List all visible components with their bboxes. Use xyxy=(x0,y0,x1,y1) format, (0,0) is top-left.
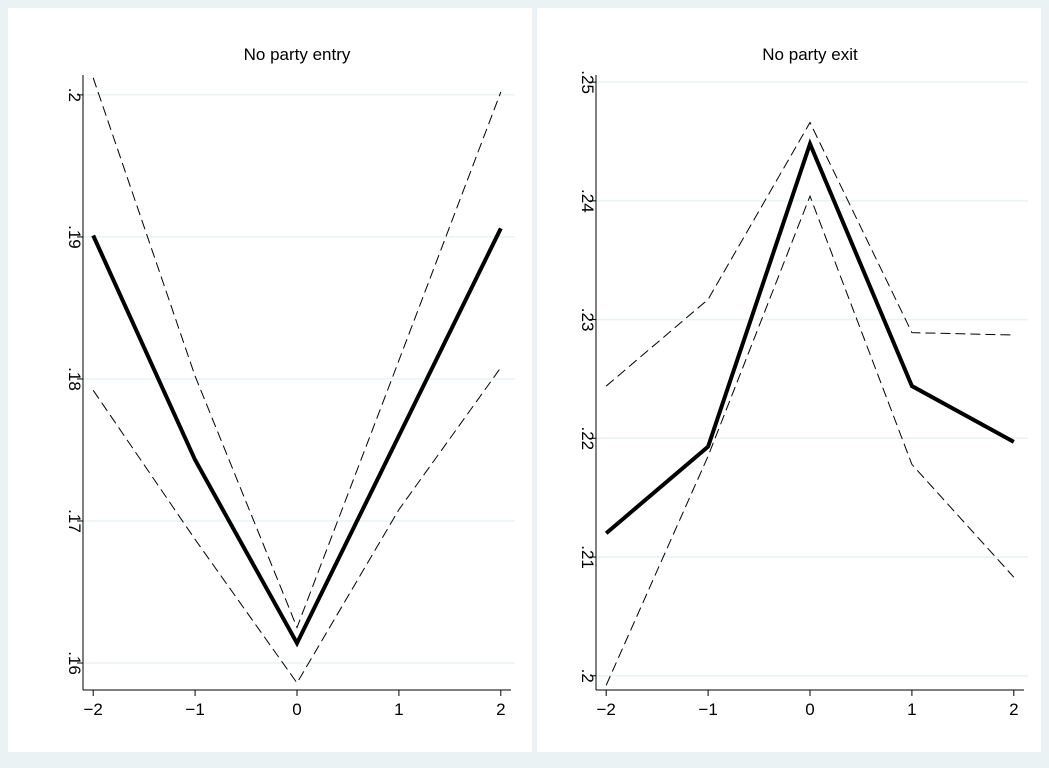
series-line xyxy=(92,367,502,684)
y-tick-label: .22 xyxy=(578,426,597,450)
x-tick-label: 0 xyxy=(292,700,301,719)
x-tick-label: −1 xyxy=(698,700,717,719)
x-tick-label: 2 xyxy=(1009,700,1018,719)
y-tick-label: .24 xyxy=(578,189,597,213)
y-tick-label: .18 xyxy=(65,367,84,391)
series-line xyxy=(604,138,1015,535)
panel xyxy=(8,8,532,752)
x-tick-label: 0 xyxy=(805,700,814,719)
y-tick-label: .2 xyxy=(578,669,597,683)
x-tick-label: −2 xyxy=(83,700,102,719)
x-tick-label: 1 xyxy=(394,700,403,719)
chart-title: No party entry xyxy=(244,45,351,64)
y-tick-label: .2 xyxy=(65,88,84,102)
y-tick-label: .17 xyxy=(65,509,84,533)
x-tick-label: 2 xyxy=(496,700,505,719)
series-line xyxy=(605,121,1014,387)
y-tick-label: .21 xyxy=(578,545,597,569)
y-tick-label: .19 xyxy=(65,225,84,249)
y-tick-label: .16 xyxy=(65,651,84,675)
y-tick-label: .23 xyxy=(578,308,597,332)
y-tick-label: .25 xyxy=(578,70,597,94)
x-tick-label: 1 xyxy=(907,700,916,719)
x-tick-label: −2 xyxy=(596,700,615,719)
x-tick-label: −1 xyxy=(185,700,204,719)
panel xyxy=(537,8,1041,752)
series-line xyxy=(91,227,503,648)
series-line xyxy=(605,194,1015,686)
chart-title: No party exit xyxy=(762,45,858,64)
series-line xyxy=(92,77,502,629)
